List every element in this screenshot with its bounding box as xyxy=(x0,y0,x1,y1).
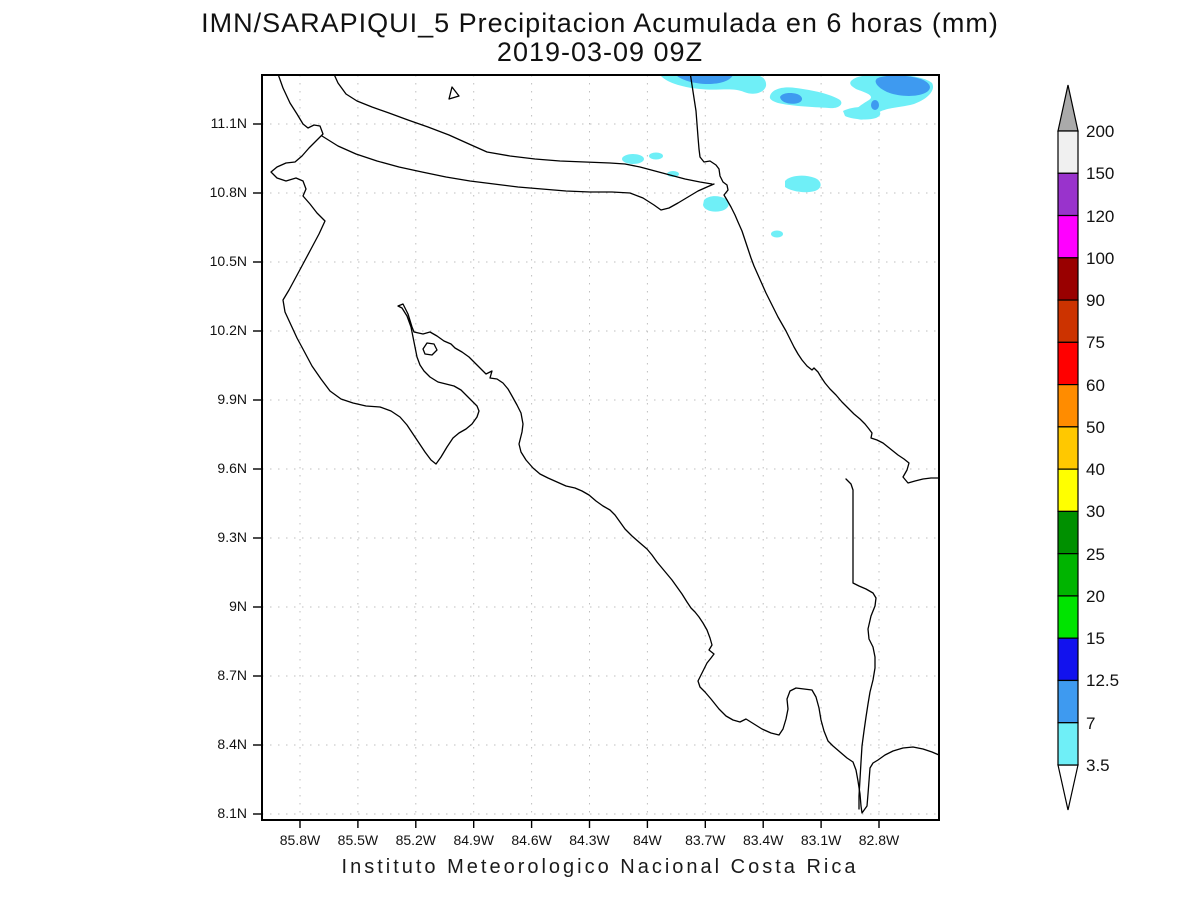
colorbar-level-label: 100 xyxy=(1086,248,1115,268)
chart-title: IMN/SARAPIQUI_5 Precipitacion Acumulada … xyxy=(201,8,999,38)
x-tick-label: 84W xyxy=(632,832,662,848)
chira-island-outline xyxy=(422,342,438,356)
lake-island-outline xyxy=(448,86,460,100)
coastline-pacific xyxy=(270,75,939,814)
graticule-grid xyxy=(253,75,939,828)
precip-core-northeast-cell xyxy=(875,75,930,96)
colorbar-segment xyxy=(1057,172,1079,217)
precipitation-layer xyxy=(622,75,933,238)
colorbar-level-label: 40 xyxy=(1086,460,1105,480)
precip-core-north-oval xyxy=(780,93,803,104)
y-tick-label: 10.5N xyxy=(209,253,247,269)
x-tick-label: 83.1W xyxy=(800,832,842,848)
precip-core-northeast-dot xyxy=(871,100,879,110)
colorbar-level-label: 3.5 xyxy=(1086,756,1110,775)
border-nicaragua xyxy=(321,135,715,211)
y-tick-label: 9.6N xyxy=(217,460,247,476)
colorbar xyxy=(1057,84,1079,811)
precip-spot-south xyxy=(771,230,783,238)
colorbar-level-label: 120 xyxy=(1086,206,1115,226)
colorbar-level-label: 7 xyxy=(1086,713,1096,733)
y-tick-label: 10.2N xyxy=(209,322,247,338)
colorbar-underflow-arrow-bottom xyxy=(1057,764,1079,811)
colorbar-level-label: 200 xyxy=(1086,122,1115,141)
y-tick-label: 8.4N xyxy=(217,736,247,752)
colorbar-segment xyxy=(1057,679,1079,724)
precip-speck-2 xyxy=(649,152,663,160)
colorbar-segment xyxy=(1057,722,1079,766)
colorbar-level-label: 90 xyxy=(1086,291,1105,311)
colorbar-level-label: 12.5 xyxy=(1086,671,1120,691)
x-tick-label: 84.6W xyxy=(511,832,552,848)
colorbar-level-label: 30 xyxy=(1086,502,1105,522)
x-tick-label: 83.4W xyxy=(742,832,784,848)
colorbar-segment xyxy=(1057,257,1079,301)
colorbar-level-label: 15 xyxy=(1086,629,1105,649)
border-panama xyxy=(845,478,877,810)
map-lines-layer xyxy=(270,75,939,814)
colorbar-segment xyxy=(1057,637,1079,682)
precip-area-northeast-tail xyxy=(843,107,881,120)
colorbar-level-label: 60 xyxy=(1086,375,1105,395)
coastline-caribbean xyxy=(689,75,939,484)
colorbar-segment xyxy=(1057,130,1079,174)
y-tick-label: 10.8N xyxy=(209,184,247,200)
colorbar-level-label: 20 xyxy=(1086,586,1105,606)
y-tick-label: 8.1N xyxy=(217,805,247,821)
y-tick-label: 11.1N xyxy=(210,115,247,131)
footer-attribution: Instituto Meteorologico Nacional Costa R… xyxy=(341,856,859,878)
colorbar-segment xyxy=(1057,553,1079,597)
colorbar-level-label: 25 xyxy=(1086,544,1105,564)
colorbar-segment xyxy=(1057,595,1079,639)
precip-area-coastal-delta xyxy=(703,196,729,212)
x-tick-label: 85.5W xyxy=(337,832,379,848)
y-tick-label: 9.3N xyxy=(217,529,247,545)
colorbar-segment xyxy=(1057,341,1079,386)
precip-area-offshore-patch xyxy=(785,175,821,193)
colorbar-overflow-arrow-top xyxy=(1057,84,1079,132)
x-tick-label: 85.8W xyxy=(279,832,321,848)
colorbar-level-label: 50 xyxy=(1086,417,1105,437)
colorbar-segment xyxy=(1057,468,1079,512)
y-tick-label: 9.9N xyxy=(217,391,247,407)
colorbar-segment xyxy=(1057,510,1079,555)
y-tick-label: 9N xyxy=(229,598,247,614)
plot-frame xyxy=(261,74,940,821)
precip-speck-1 xyxy=(622,154,644,164)
colorbar-level-label: 150 xyxy=(1086,164,1115,184)
x-tick-label: 83.7W xyxy=(685,832,726,848)
colorbar-level-label: 75 xyxy=(1086,333,1105,353)
colorbar-segment xyxy=(1057,426,1079,470)
x-tick-label: 84.9W xyxy=(453,832,494,848)
y-tick-label: 8.7N xyxy=(217,667,247,683)
colorbar-segment xyxy=(1057,384,1079,428)
x-tick-label: 84.3W xyxy=(569,832,610,848)
x-tick-label: 82.8W xyxy=(858,832,900,848)
lake-nicaragua-shore xyxy=(333,75,713,185)
chart-subtitle-datetime: 2019-03-09 09Z xyxy=(496,37,704,67)
colorbar-segment xyxy=(1057,214,1079,259)
x-tick-label: 85.2W xyxy=(395,832,437,848)
colorbar-segment xyxy=(1057,299,1079,343)
